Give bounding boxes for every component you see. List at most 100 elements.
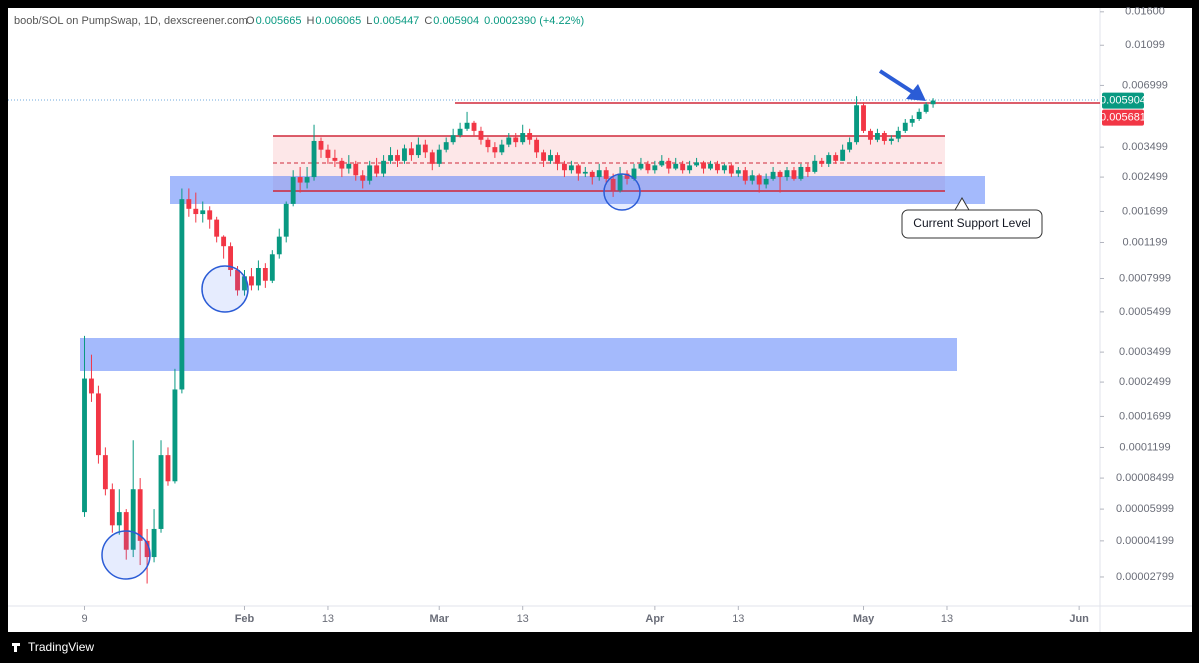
candle-body [325, 149, 331, 158]
y-tick-label: 0.002499 [1122, 171, 1168, 183]
candle-body [791, 170, 797, 179]
candle-body [395, 155, 400, 161]
candle-body [297, 177, 303, 183]
candle-body [589, 171, 595, 178]
candle-body [666, 160, 672, 169]
ohlc-key: H [306, 15, 314, 27]
candle-body [777, 171, 783, 178]
candle-body [235, 270, 240, 291]
candle-body [269, 254, 275, 281]
y-tick-label: 0.0002499 [1119, 376, 1171, 388]
candles [82, 96, 936, 584]
candle-body [318, 140, 324, 150]
candle-body [339, 160, 345, 169]
panel [8, 8, 1192, 632]
ohlc-value: 0.005904 [433, 15, 479, 27]
y-tick-label: 0.00005999 [1116, 503, 1174, 515]
candle-body [464, 122, 470, 129]
candle-body [603, 170, 609, 179]
price-badge [1102, 92, 1144, 109]
candle-body [847, 142, 853, 150]
candle-body [228, 246, 234, 271]
candle-body [471, 122, 477, 131]
candle-body [840, 149, 846, 161]
y-tick-label: 0.001199 [1122, 236, 1167, 248]
candle-body [499, 144, 505, 153]
ohlc-value: 0.005665 [256, 15, 302, 27]
candle-body [283, 203, 289, 237]
x-tick-label: Mar [429, 613, 449, 625]
highlight-circle [603, 173, 641, 211]
candle-body [617, 173, 623, 191]
candle-body [221, 236, 227, 247]
x-tick-label: 9 [81, 613, 87, 625]
candle-body [116, 512, 122, 526]
candle-body [728, 165, 734, 174]
candle-body [82, 378, 87, 513]
candle-body [930, 100, 936, 105]
candle-body [874, 133, 880, 140]
callout-text: Current Support Level [913, 216, 1030, 230]
x-tick-label: 13 [941, 613, 953, 625]
candle-body [861, 105, 866, 131]
x-tick-label: May [853, 613, 875, 625]
candle-body [819, 160, 825, 164]
price-badge-label: 0.005681 [1100, 111, 1146, 123]
candle-body [694, 162, 700, 166]
candle-body [200, 210, 206, 215]
candle-body [812, 160, 818, 172]
candle-body [909, 118, 915, 123]
candle-body [402, 148, 407, 161]
candle-body [923, 104, 929, 112]
y-tick-label: 0.0005499 [1119, 306, 1171, 318]
candle-body [214, 219, 220, 237]
candle-body [353, 163, 359, 176]
candle-body [193, 208, 199, 215]
ohlc-value: 0.005447 [373, 15, 419, 27]
candle-body [610, 178, 616, 191]
symbol: boob/SOL on PumpSwap, 1D, dexscreener.co… [14, 15, 248, 27]
y-tick-label: 0.001699 [1122, 205, 1168, 217]
candle-body [638, 163, 644, 169]
callout-pointer [954, 197, 970, 211]
candle-body [249, 276, 254, 286]
candle-body [555, 155, 560, 164]
candle-body [833, 155, 839, 161]
candle-body [443, 142, 449, 150]
candle-body [520, 133, 526, 143]
highlight-circle [101, 530, 151, 580]
candle-body [388, 155, 393, 161]
candle-body [95, 393, 101, 456]
candle-body [784, 170, 790, 178]
candle-body [645, 163, 651, 171]
candle-body [561, 163, 567, 171]
candle-body [888, 138, 894, 141]
y-tick-label: 0.0007999 [1119, 272, 1171, 284]
candle-body [109, 489, 115, 526]
price-badge-label: 0.005904 [1100, 94, 1146, 106]
candle-body [763, 178, 769, 185]
candle-body [770, 171, 776, 179]
y-tick-label: 0.0001199 [1119, 441, 1170, 453]
change: 0.0002390 (+4.22%) [484, 15, 584, 27]
y-tick-label: 0.006999 [1122, 79, 1168, 91]
candle-body [506, 137, 512, 145]
x-tick-label: 13 [322, 613, 334, 625]
candle-body [415, 144, 421, 156]
candle-body [582, 171, 588, 174]
x-tick-label: 13 [732, 613, 744, 625]
price-badge [1102, 109, 1144, 126]
brand-logo [12, 643, 20, 652]
candle-body [242, 276, 247, 291]
candle-body [756, 175, 762, 185]
candle-body [687, 165, 693, 171]
candle-body [513, 137, 519, 143]
candle-body [568, 165, 574, 171]
candle-body [130, 489, 136, 550]
candle-body [89, 378, 94, 394]
candle-body [492, 147, 498, 153]
candle-body [721, 165, 727, 171]
candle-body [548, 155, 553, 161]
